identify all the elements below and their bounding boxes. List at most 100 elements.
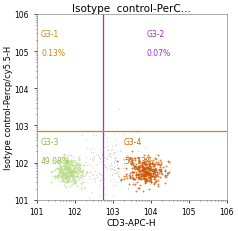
Point [69,170,73,174]
Point [79,175,83,179]
Point [147,164,151,168]
Point [152,164,155,168]
Point [108,178,112,182]
Point [131,170,134,174]
Point [106,141,109,144]
Point [78,158,81,161]
Point [91,151,95,154]
Point [101,174,105,177]
Point [150,169,154,173]
Point [137,176,141,179]
Point [144,179,147,183]
Point [117,174,120,178]
Point [157,172,161,176]
Point [142,160,145,164]
Point [60,171,64,174]
Point [146,173,150,177]
Point [69,169,73,172]
Point [84,155,88,159]
Point [160,172,164,176]
Point [60,168,64,172]
Point [101,152,105,156]
Point [99,159,103,163]
Point [55,159,59,163]
Point [74,165,78,169]
Point [151,161,155,165]
Point [77,169,81,173]
Point [134,162,138,166]
Point [147,179,151,183]
Point [104,165,108,169]
Point [151,169,155,173]
Point [119,177,123,181]
Point [60,161,63,164]
Point [133,164,136,168]
Point [153,175,157,179]
Point [65,158,69,162]
Point [63,163,67,167]
Point [89,157,92,161]
Point [64,174,68,178]
Point [148,168,152,172]
Point [112,160,116,164]
Point [124,175,128,178]
Point [64,167,68,170]
Point [141,165,145,169]
Point [143,162,147,165]
Point [71,166,75,170]
Point [105,157,109,161]
Point [130,175,134,179]
Point [149,174,153,178]
Point [143,172,146,176]
Point [73,177,76,181]
Point [70,174,74,178]
Point [53,175,57,179]
Point [148,167,152,171]
Point [66,174,70,178]
Point [140,173,144,177]
Point [59,165,62,169]
Point [132,164,136,168]
Point [155,163,159,166]
Point [66,170,70,174]
Point [83,163,86,167]
Point [57,174,60,178]
Point [70,163,74,167]
Point [144,173,148,176]
Point [58,170,61,174]
Point [67,180,71,183]
Point [144,174,148,178]
Point [71,173,75,177]
Point [67,169,70,173]
Point [159,176,162,179]
Point [144,167,148,171]
Point [134,167,138,171]
Point [152,182,156,186]
Point [109,168,113,172]
Point [147,160,151,163]
Point [152,175,156,179]
Point [74,171,78,174]
Point [87,196,90,200]
Point [153,171,157,175]
Point [62,163,65,167]
Point [145,179,149,182]
Point [69,169,73,173]
Point [142,176,145,180]
Point [72,175,75,179]
Point [122,161,126,165]
Point [115,159,119,163]
Point [148,176,152,179]
Point [67,169,71,173]
Point [63,173,66,177]
Point [72,169,76,173]
Point [137,170,140,173]
Point [133,182,137,186]
Point [76,172,80,175]
Point [158,168,161,171]
Point [109,149,113,152]
Point [144,169,148,173]
Point [142,170,146,174]
Point [68,165,71,169]
Point [141,160,145,164]
